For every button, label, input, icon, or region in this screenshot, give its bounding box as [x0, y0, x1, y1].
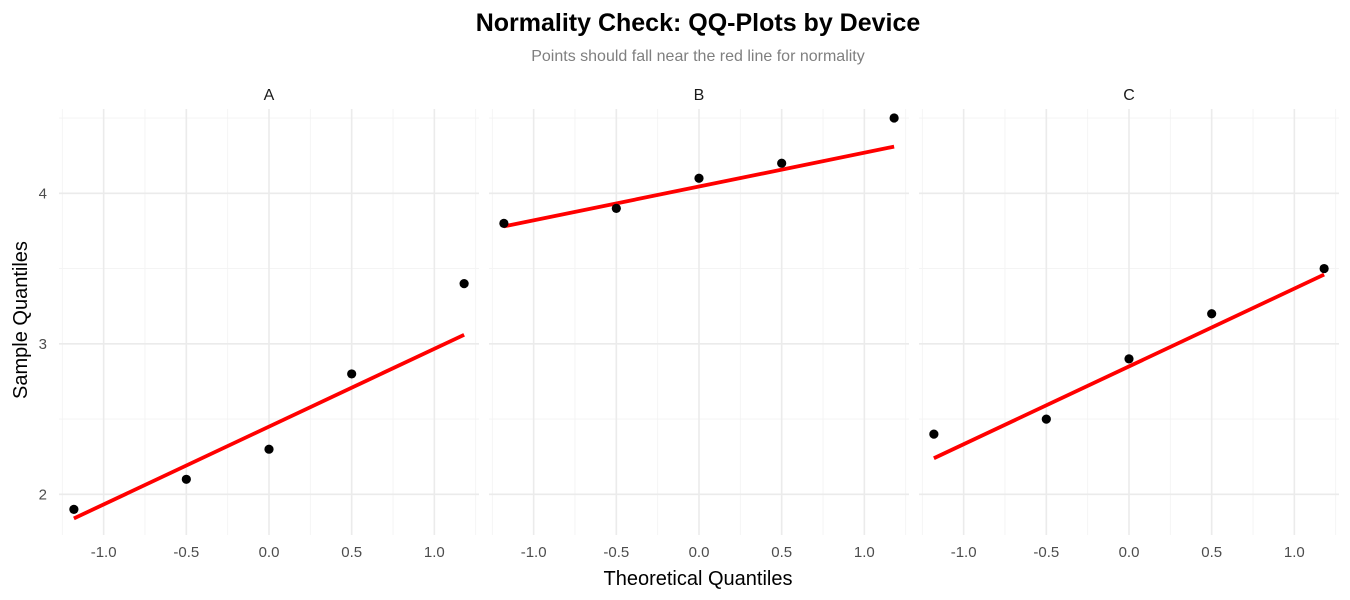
- qq-point: [777, 158, 787, 168]
- qq-point: [69, 504, 79, 515]
- x-tick-label: 0.5: [341, 544, 362, 561]
- panel-c: C -1.0 -0.5 0.0 0.5 1.0: [919, 87, 1339, 561]
- qq-reference-line: [73, 333, 465, 521]
- qq-point: [499, 218, 509, 229]
- qq-point: [1124, 354, 1134, 364]
- facet-label-a: A: [264, 87, 275, 104]
- qq-point: [181, 474, 191, 484]
- chart-title: Normality Check: QQ-Plots by Device: [476, 9, 921, 37]
- qq-point: [889, 113, 899, 123]
- y-tick-label: 3: [39, 336, 47, 353]
- x-tick-label: 0.0: [259, 544, 280, 561]
- chart-subtitle: Points should fall near the red line for…: [531, 48, 865, 65]
- y-axis-title: Sample Quantiles: [10, 241, 32, 399]
- x-tick-label: 1.0: [1284, 544, 1305, 561]
- qq-point: [929, 429, 939, 439]
- x-axis-title: Theoretical Quantiles: [604, 568, 793, 590]
- x-tick-label: -0.5: [603, 544, 629, 561]
- qq-reference-line: [933, 272, 1325, 460]
- x-tick-label: -0.5: [173, 544, 199, 561]
- x-tick-label: -1.0: [951, 544, 977, 561]
- y-tick-label: 4: [39, 185, 47, 202]
- qq-point: [459, 279, 469, 289]
- panel-b: B -1.0 -0.5 0.0 0.5 1.0: [489, 87, 909, 561]
- x-tick-label: -0.5: [1033, 544, 1059, 561]
- x-tick-label: 1.0: [424, 544, 445, 561]
- panel-a: A -1.0 -0.5 0.0 0.5 1.0: [59, 87, 479, 561]
- qq-point: [611, 203, 621, 213]
- qq-point: [694, 173, 704, 183]
- qq-reference-line: [503, 144, 895, 229]
- y-tick-label: 2: [39, 486, 47, 503]
- qq-point: [1319, 263, 1329, 274]
- facet-label-b: B: [694, 87, 705, 104]
- qq-point: [347, 369, 357, 379]
- x-tick-label: 0.5: [771, 544, 792, 561]
- qq-point: [264, 444, 274, 454]
- facet-label-c: C: [1123, 87, 1135, 104]
- qq-point: [1207, 309, 1217, 319]
- qq-point: [1041, 414, 1051, 424]
- x-tick-label: -1.0: [521, 544, 547, 561]
- x-tick-label: 0.5: [1201, 544, 1222, 561]
- x-tick-label: 1.0: [854, 544, 875, 561]
- x-tick-label: -1.0: [91, 544, 117, 561]
- x-tick-label: 0.0: [1119, 544, 1140, 561]
- x-tick-label: 0.0: [689, 544, 710, 561]
